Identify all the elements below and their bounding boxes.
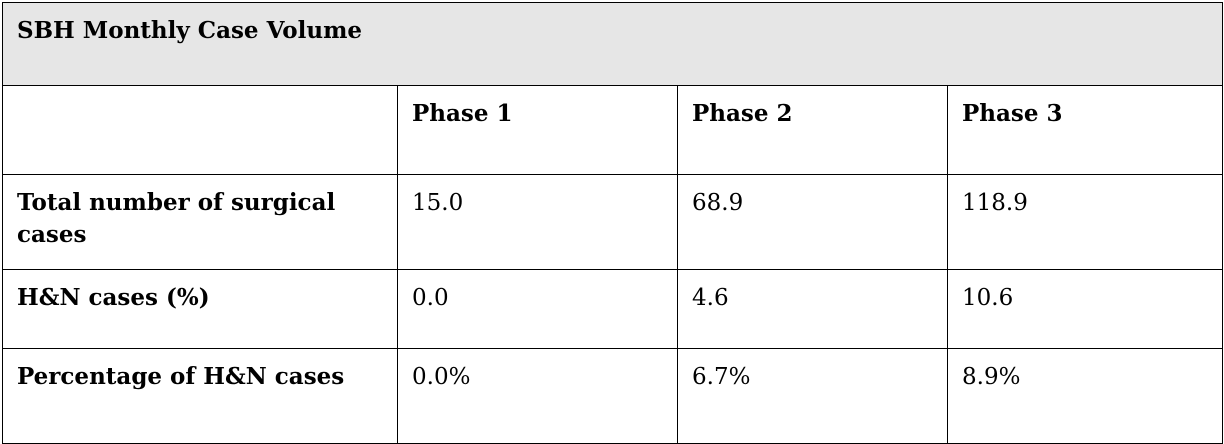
row-label-total-cases: Total number of surgical cases bbox=[2, 174, 398, 270]
header-row: Phase 1 Phase 2 Phase 3 bbox=[2, 85, 1224, 175]
row-label-hn-cases: H&N cases (%) bbox=[2, 269, 398, 349]
row-label-hn-percentage: Percentage of H&N cases bbox=[2, 348, 398, 444]
cell-pct-phase-3: 8.9% bbox=[946, 348, 1224, 444]
cell-total-phase-3: 118.9 bbox=[946, 174, 1224, 270]
cell-pct-phase-2: 6.7% bbox=[677, 348, 948, 444]
table-row: H&N cases (%) 0.0 4.6 10.6 bbox=[2, 269, 1224, 349]
table-row: Percentage of H&N cases 0.0% 6.7% 8.9% bbox=[2, 348, 1224, 444]
header-phase-3: Phase 3 bbox=[946, 85, 1224, 175]
header-phase-2: Phase 2 bbox=[677, 85, 948, 175]
cell-hn-phase-1: 0.0 bbox=[397, 269, 678, 349]
header-phase-1: Phase 1 bbox=[397, 85, 678, 175]
header-empty-cell bbox=[2, 85, 398, 175]
cell-hn-phase-2: 4.6 bbox=[677, 269, 948, 349]
cell-hn-phase-3: 10.6 bbox=[946, 269, 1224, 349]
cell-total-phase-2: 68.9 bbox=[677, 174, 948, 270]
cell-pct-phase-1: 0.0% bbox=[397, 348, 678, 444]
table-row: Total number of surgical cases 15.0 68.9… bbox=[2, 174, 1224, 270]
table-title: SBH Monthly Case Volume bbox=[1, 2, 1224, 86]
cell-total-phase-1: 15.0 bbox=[397, 174, 678, 270]
title-row: SBH Monthly Case Volume bbox=[1, 2, 1224, 86]
